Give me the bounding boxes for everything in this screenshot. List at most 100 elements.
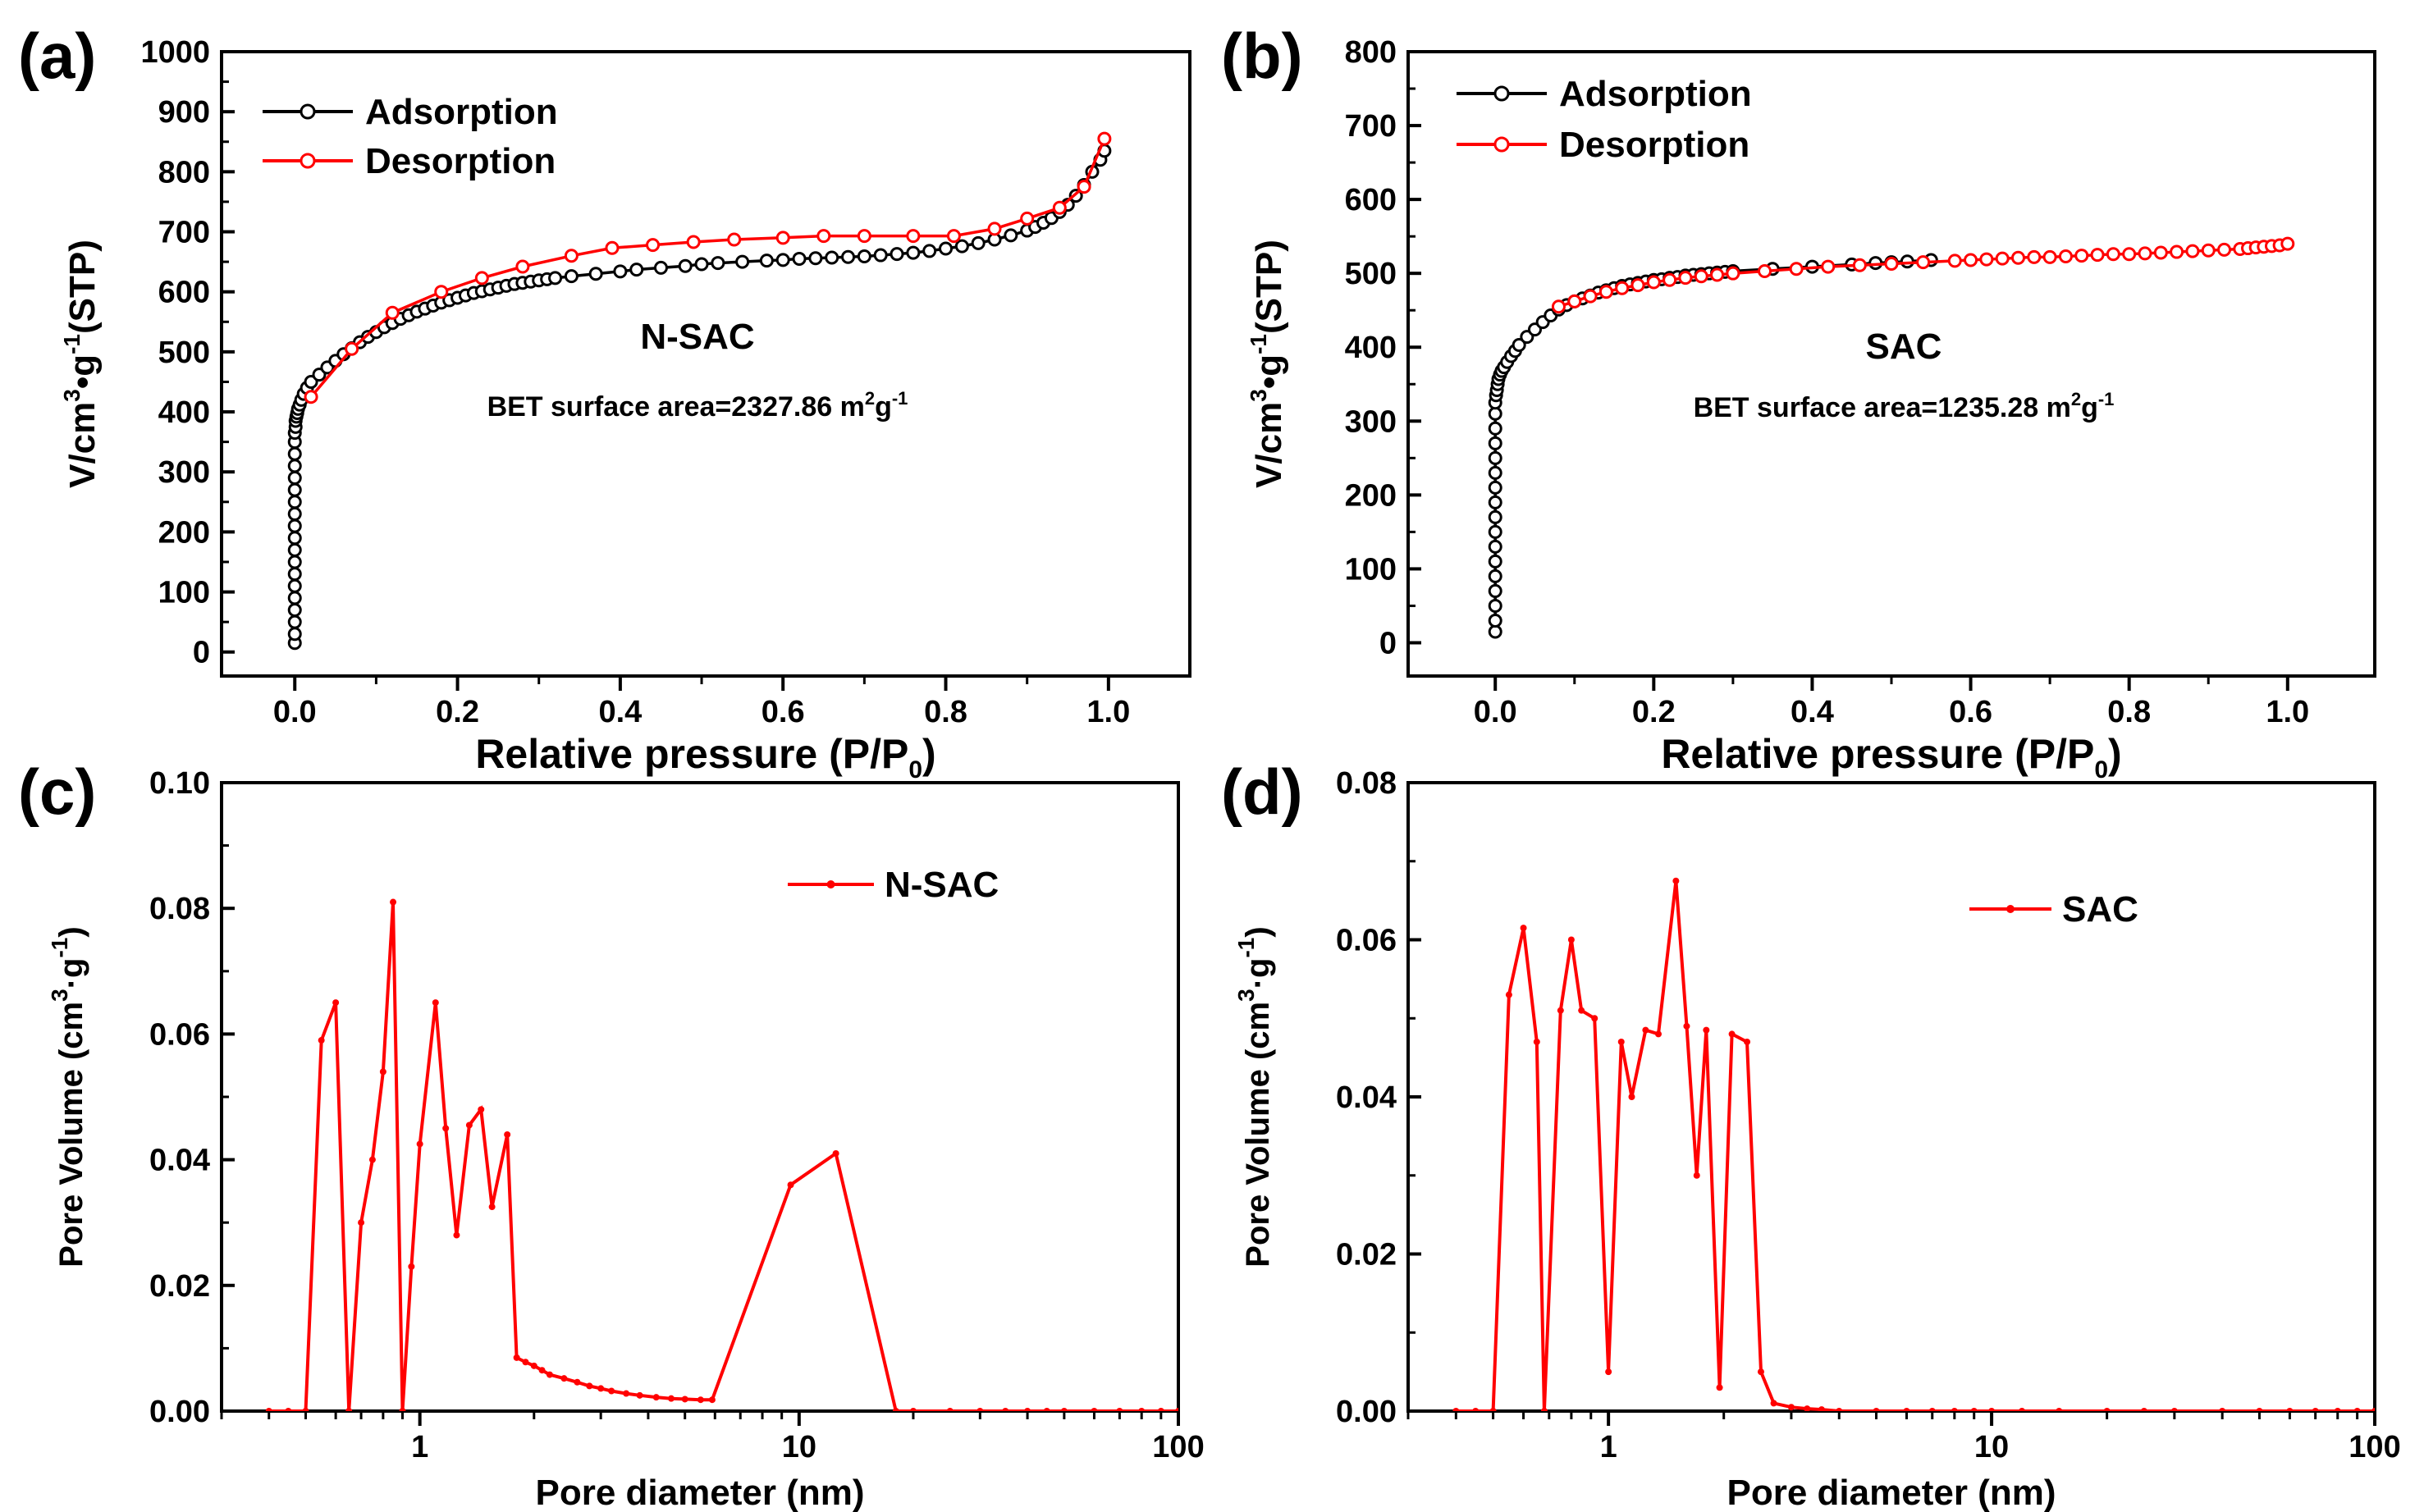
data-point <box>287 506 302 521</box>
x-axis-label: Relative pressure (P/P0) <box>475 731 935 783</box>
panel-label: (a) <box>18 20 96 92</box>
data-point <box>1488 421 1502 436</box>
data-point <box>939 241 954 256</box>
panel-label: (b) <box>1221 20 1303 92</box>
x-tick-label: 0.6 <box>762 695 805 729</box>
data-point <box>1672 877 1680 884</box>
x-tick-label: 0.4 <box>598 695 642 729</box>
data-point <box>1970 1408 1978 1411</box>
data-point <box>530 1362 537 1369</box>
data-point <box>287 542 302 557</box>
data-point <box>890 247 904 262</box>
x-tick-label: 0.0 <box>273 695 317 729</box>
data-point <box>1964 253 1978 267</box>
x-tick-label: 0.4 <box>1791 695 1834 729</box>
data-point <box>432 999 439 1007</box>
data-point <box>787 1181 794 1189</box>
data-point <box>971 235 986 250</box>
data-point <box>2286 1408 2294 1411</box>
data-point <box>1488 583 1502 598</box>
data-point <box>1540 1408 1548 1411</box>
y-tick-label: 0 <box>193 636 210 670</box>
data-point <box>1052 200 1067 215</box>
data-point <box>1630 278 1645 293</box>
data-point <box>332 999 340 1007</box>
data-point <box>2106 247 2120 262</box>
data-point <box>1116 1408 1123 1411</box>
y-tick-label: 0.04 <box>149 1144 210 1178</box>
x-tick-label: 100 <box>1152 1430 1204 1464</box>
data-point <box>287 518 302 533</box>
legend-marker <box>300 153 316 169</box>
data-point <box>1567 936 1575 943</box>
legend-label: Adsorption <box>1559 74 1752 114</box>
y-tick-label: 700 <box>158 216 210 250</box>
data-point <box>287 482 302 497</box>
data-point <box>1628 1094 1635 1100</box>
data-point <box>287 446 302 461</box>
y-tick-label: 800 <box>1345 35 1397 70</box>
x-tick-label: 1 <box>1600 1430 1617 1464</box>
data-point <box>711 256 725 271</box>
sample-name: SAC <box>1866 327 1942 367</box>
data-point <box>1770 1400 1777 1407</box>
plot-frame <box>220 50 1191 678</box>
data-point <box>909 1408 917 1411</box>
data-point <box>522 1359 529 1366</box>
data-point <box>1488 624 1502 639</box>
panel-b: (b) 0 100 200 300 400 500 600 700 800 0.0 0.2 0.4 0.6… <box>1221 20 2376 783</box>
data-point <box>2353 1408 2361 1411</box>
y-tick-label: 200 <box>158 515 210 550</box>
data-point <box>442 1125 450 1132</box>
data-point <box>792 251 807 266</box>
data-point <box>1488 495 1502 509</box>
panel-label: (c) <box>18 756 96 828</box>
data-point <box>681 1396 688 1403</box>
data-point <box>1726 266 1740 281</box>
x-tick-label: 0.8 <box>924 695 967 729</box>
y-tick-label: 0.04 <box>1336 1080 1397 1115</box>
data-point <box>1642 1026 1649 1034</box>
data-point <box>488 1204 496 1211</box>
y-tick-label: 0 <box>1379 626 1397 660</box>
data-point <box>1821 259 1836 274</box>
data-point <box>379 1068 386 1076</box>
data-point <box>287 531 302 546</box>
data-point <box>1488 524 1502 539</box>
data-point <box>646 238 661 253</box>
data-point <box>1884 256 1899 271</box>
data-point <box>287 459 302 473</box>
data-point <box>954 239 969 254</box>
panel-a: (a) 0 100 200 300 400 500 600 700 800 900 1000 0.0 0.… <box>18 20 1191 783</box>
x-tick-label: 10 <box>782 1430 816 1464</box>
data-point <box>2103 1408 2111 1411</box>
data-point <box>1020 211 1035 226</box>
data-point <box>287 614 302 629</box>
data-point <box>478 1106 485 1113</box>
data-point <box>287 555 302 569</box>
data-point <box>1505 991 1512 998</box>
data-point <box>613 264 628 279</box>
x-tick-label: 0.8 <box>2107 695 2151 729</box>
data-point <box>416 1140 423 1148</box>
data-point <box>1605 1368 1612 1376</box>
x-tick-label: 0.0 <box>1474 695 1517 729</box>
data-point <box>1488 450 1502 465</box>
data-point <box>1591 1015 1598 1022</box>
data-point <box>1533 1038 1540 1045</box>
data-point <box>1804 1405 1811 1411</box>
data-point <box>857 249 871 264</box>
data-point <box>597 1385 605 1392</box>
data-point <box>287 495 302 509</box>
data-point <box>548 271 563 285</box>
data-point <box>1758 263 1772 278</box>
data-point <box>564 249 579 263</box>
y-tick-label: 100 <box>158 576 210 610</box>
x-tick-label: 100 <box>2349 1430 2400 1464</box>
data-point <box>608 1387 615 1395</box>
plot-area <box>1452 877 2375 1411</box>
data-point <box>1662 272 1677 287</box>
x-tick-label: 1 <box>411 1430 428 1464</box>
data-point <box>1488 480 1502 495</box>
legend-label: Adsorption <box>365 92 558 132</box>
